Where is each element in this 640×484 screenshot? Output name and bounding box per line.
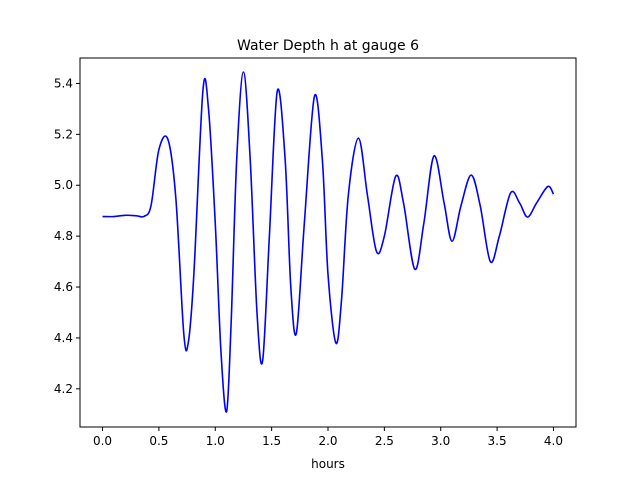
y-tick-label-2: 4.6 [54,280,73,294]
x-tick-label-3: 1.5 [262,434,281,448]
y-tick-label-4: 5.0 [54,178,73,192]
y-tick-label-5: 5.2 [54,127,73,141]
x-tick-label-4: 2.0 [318,434,337,448]
plot-area: 0.0 0.5 1.0 1.5 2.0 2.5 3.0 3.5 4.0 4.2 4.4 4.6 4.8 5… [54,57,577,448]
y-tick-label-1: 4.4 [54,331,73,345]
x-tick-label-1: 0.5 [149,434,168,448]
y-tick-label-3: 4.8 [54,229,73,243]
x-tick-label-6: 3.0 [431,434,450,448]
chart-title: Water Depth h at gauge 6 [237,38,419,54]
y-tick-label-0: 4.2 [54,382,73,396]
x-axis-label: hours [311,457,345,471]
x-tick-label-7: 3.5 [488,434,507,448]
x-tick-label-2: 1.0 [206,434,225,448]
x-tick-label-5: 2.5 [375,434,394,448]
series-line-0 [102,71,555,413]
x-tick-label-8: 4.0 [544,434,563,448]
x-tick-label-0: 0.0 [93,434,112,448]
y-tick-label-6: 5.4 [54,76,73,90]
